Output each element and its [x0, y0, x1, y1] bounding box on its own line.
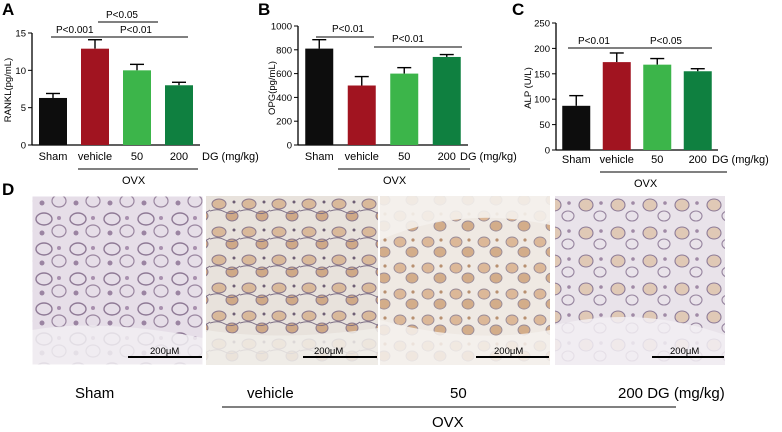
- y-axis-label: RANKL(pg/mL): [3, 58, 14, 122]
- scale-bar-50: 200μM: [476, 346, 549, 358]
- panel-label-a: A: [2, 0, 14, 19]
- panel-label-c: C: [512, 0, 524, 19]
- p-value-label: P<0.01: [578, 36, 610, 47]
- y-tick-label: 800: [276, 45, 292, 56]
- histology-panel-vehicle: [206, 196, 378, 365]
- bar-sham: [39, 97, 67, 145]
- panel-label-b: B: [258, 0, 270, 19]
- category-label: 50: [398, 151, 410, 163]
- unit-label: DG (mg/kg): [460, 151, 517, 163]
- category-label: Sham: [562, 154, 591, 166]
- category-label: Sham: [305, 151, 334, 163]
- scale-bar-200: 200μM: [652, 346, 724, 358]
- ovx-label: OVX: [634, 178, 658, 190]
- y-tick-label: 1000: [271, 22, 292, 33]
- histology-panel-200: [555, 196, 725, 365]
- label-200-dg: 200 DG (mg/kg): [618, 385, 725, 402]
- unit-label: DG (mg/kg): [712, 154, 769, 166]
- y-axis-label: ALP (U/L): [523, 67, 534, 109]
- significance-annotations-c: P<0.01 P<0.05: [568, 36, 712, 49]
- scale-bar-sham: 200μM: [128, 346, 202, 358]
- ovx-label: OVX: [383, 175, 407, 187]
- bar-vehicle: [347, 85, 376, 145]
- y-tick-label: 10: [15, 66, 26, 77]
- unit-label: DG (mg/kg): [202, 151, 259, 163]
- category-label: 200: [438, 151, 456, 163]
- chart-c-alp: 0 50 100 150 200 250 ALP (U/L) Sham vehicle 50 200…: [523, 19, 769, 191]
- y-tick-label: 150: [534, 69, 550, 80]
- p-value-label: P<0.01: [120, 25, 152, 36]
- p-value-label: P<0.01: [392, 34, 424, 45]
- category-label: vehicle: [345, 151, 379, 163]
- bar-200: [165, 85, 193, 145]
- category-label: 200: [689, 154, 707, 166]
- label-vehicle: vehicle: [247, 385, 294, 402]
- bar-sham: [562, 105, 591, 150]
- category-label: 50: [651, 154, 663, 166]
- p-value-label: P<0.05: [106, 10, 138, 21]
- panel-label-d: D: [2, 180, 14, 199]
- scale-bar-label: 200μM: [670, 346, 699, 357]
- label-ovx: OVX: [432, 414, 464, 431]
- label-50: 50: [450, 385, 467, 402]
- bar-vehicle: [602, 62, 631, 151]
- y-tick-label: 200: [276, 117, 292, 128]
- bar-sham: [305, 48, 334, 145]
- bar-200: [683, 71, 712, 150]
- category-label: vehicle: [78, 151, 112, 163]
- bar-50: [643, 64, 672, 150]
- y-tick-label: 15: [15, 29, 26, 40]
- y-tick-label: 50: [539, 120, 550, 131]
- bar-vehicle: [81, 48, 109, 145]
- significance-annotations-a: P<0.001 P<0.05 P<0.01: [51, 10, 188, 38]
- category-label: Sham: [39, 151, 68, 163]
- scale-bar-vehicle: 200μM: [303, 346, 377, 358]
- label-sham: Sham: [75, 385, 114, 402]
- bar-200: [432, 56, 461, 145]
- p-value-label: P<0.001: [56, 25, 94, 36]
- y-tick-label: 250: [534, 19, 550, 30]
- bar-50: [390, 73, 419, 145]
- y-tick-label: 100: [534, 95, 550, 106]
- y-tick-label: 0: [21, 141, 26, 152]
- p-value-label: P<0.05: [650, 36, 682, 47]
- p-value-label: P<0.01: [332, 24, 364, 35]
- y-tick-label: 5: [21, 103, 26, 114]
- category-label: vehicle: [600, 154, 634, 166]
- scale-bar-label: 200μM: [314, 346, 343, 357]
- y-tick-label: 400: [276, 93, 292, 104]
- category-label: 200: [170, 151, 188, 163]
- scale-bar-label: 200μM: [494, 346, 523, 357]
- histology-panel-50: [380, 196, 550, 365]
- y-tick-label: 600: [276, 69, 292, 80]
- chart-a-rankl: 0 5 10 15 RANKL(pg/mL) Sham vehicle 50 200 DG (mg…: [3, 29, 259, 188]
- ovx-label: OVX: [122, 175, 146, 187]
- significance-annotations-b: P<0.01 P<0.01: [316, 24, 462, 48]
- bar-50: [123, 70, 151, 145]
- category-label: 50: [131, 151, 143, 163]
- y-tick-label: 0: [545, 146, 550, 157]
- scale-bar-label: 200μM: [150, 346, 179, 357]
- y-tick-label: 0: [287, 141, 292, 152]
- chart-b-opg: 0 200 400 600 800 1000 OPG(pg/mL) Sham vehicle 50…: [267, 22, 517, 188]
- y-tick-label: 200: [534, 44, 550, 55]
- y-axis-label: OPG(pg/mL): [267, 61, 278, 115]
- histology-panel-sham: [31, 195, 204, 366]
